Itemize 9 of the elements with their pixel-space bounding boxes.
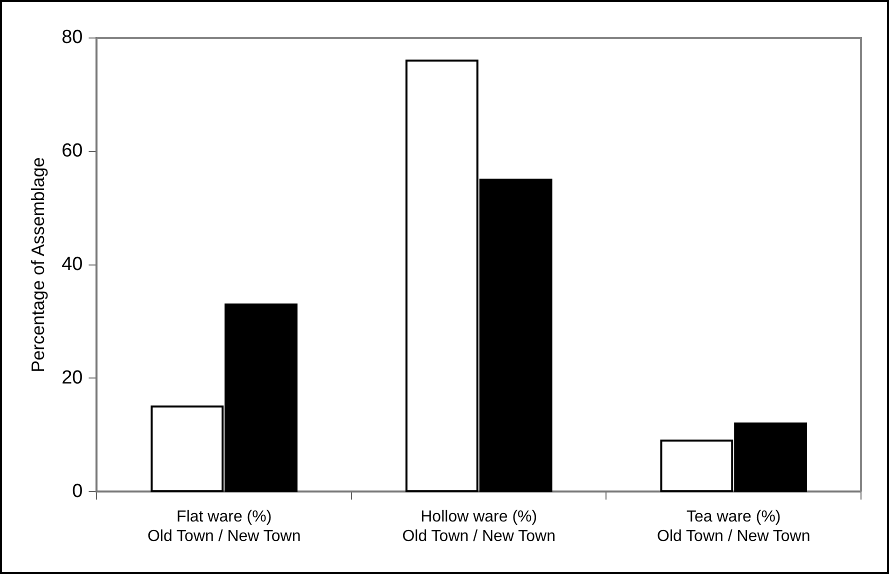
y-tick-label: 60: [62, 140, 83, 162]
y-tick-label: 40: [62, 254, 83, 276]
x-tick-label: Flat ware (%) Old Town / New Town: [147, 508, 301, 545]
y-axis-title: Percentage of Assemblage: [28, 157, 48, 372]
x-tick-label: Tea ware (%) Old Town / New Town: [656, 508, 810, 545]
y-tick-label: 80: [62, 27, 83, 48]
y-tick-label: 0: [72, 480, 83, 502]
y-tick-label: 20: [62, 367, 83, 388]
x-tick-label: Hollow ware (%) Old Town / New Town: [402, 508, 556, 545]
